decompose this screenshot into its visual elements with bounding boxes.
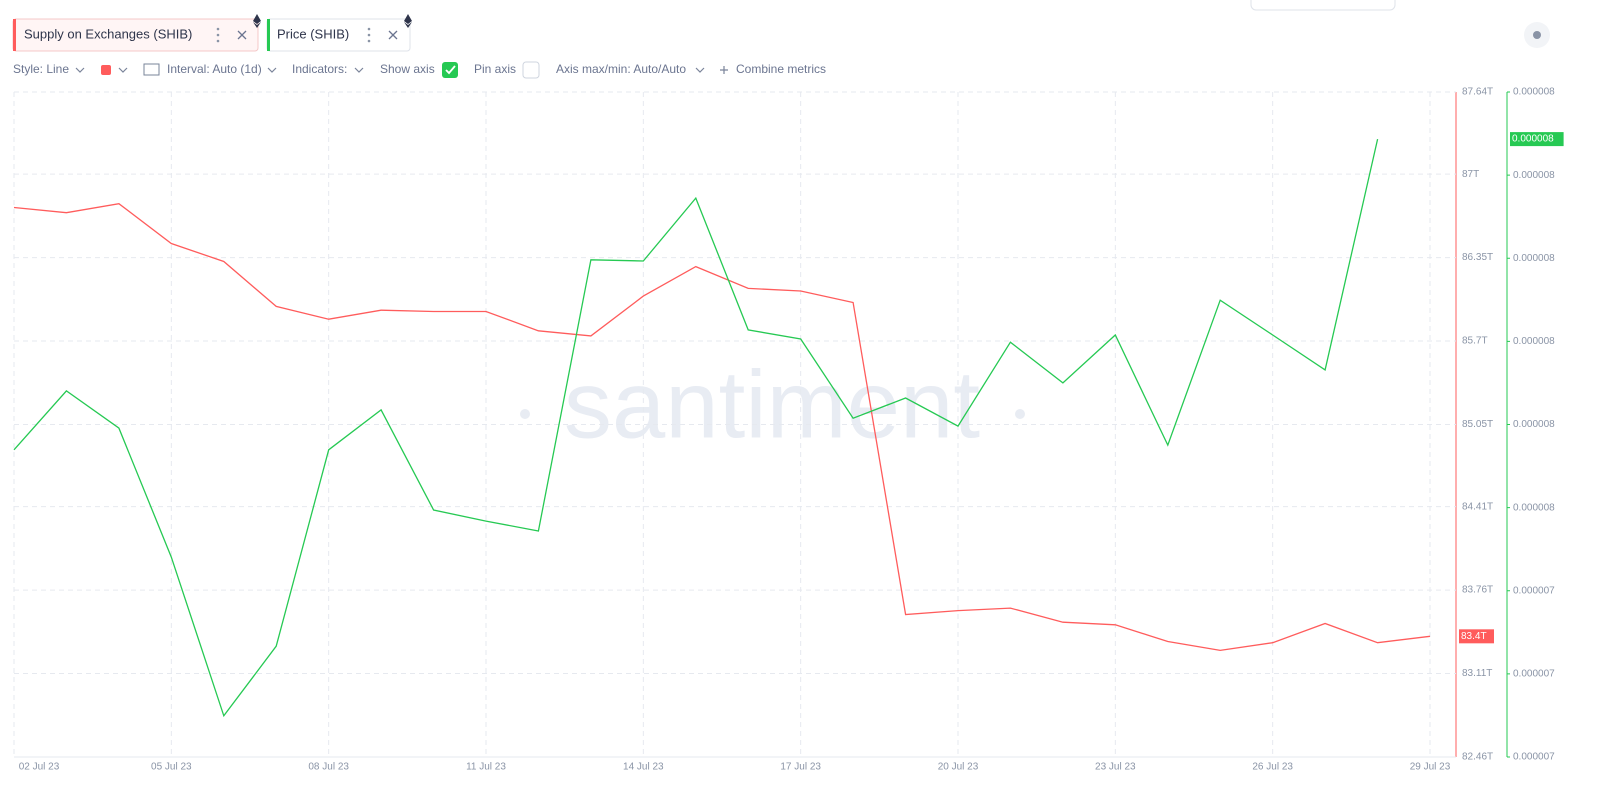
settings-dot [1533, 31, 1541, 39]
pin-axis-label: Pin axis [474, 62, 516, 76]
color-select[interactable] [101, 65, 111, 75]
eth-icon [404, 14, 412, 28]
y-tick-label: 83.11T [1462, 668, 1492, 679]
tab[interactable]: Price (SHIB) [266, 14, 412, 52]
tab[interactable]: Supply on Exchanges (SHIB) [12, 14, 261, 52]
close-icon[interactable] [388, 30, 398, 40]
x-tick-label: 23 Jul 23 [1095, 762, 1136, 773]
y-tick-label: 83.76T [1462, 585, 1493, 596]
axis-range-select[interactable]: Axis max/min: Auto/Auto [556, 62, 686, 76]
combine-button[interactable]: Combine metrics [736, 62, 826, 76]
y-tick-label: 87.64T [1462, 87, 1493, 98]
y2-tick-label: 0.000008 [1513, 336, 1555, 347]
watermark-dot [520, 409, 530, 419]
y2-tick-label: 0.000008 [1513, 253, 1555, 264]
check-mark [445, 65, 456, 75]
x-tick-label: 11 Jul 23 [466, 762, 506, 773]
series-line [13, 203, 1431, 652]
y-tick-label: 84.41T [1462, 501, 1493, 512]
series-line [13, 138, 1379, 718]
x-tick-label: 14 Jul 23 [623, 762, 664, 773]
show-axis-label: Show axis [380, 62, 435, 76]
y2-tick-label: 0.000008 [1513, 170, 1555, 181]
interval-select[interactable]: Interval: Auto (1d) [167, 62, 262, 76]
last-value-box [1510, 132, 1564, 147]
chevron [118, 67, 128, 73]
chevron [75, 67, 85, 73]
y2-tick-label: 0.000008 [1513, 87, 1555, 98]
y2-tick-label: 0.000008 [1513, 419, 1555, 430]
last-value-box [1459, 629, 1494, 644]
interval-icon [143, 63, 160, 76]
x-tick-label: 02 Jul 23 [19, 762, 60, 773]
x-tick-label: 17 Jul 23 [780, 762, 821, 773]
watermark: santiment [564, 351, 980, 458]
menu-icon[interactable] [216, 27, 220, 43]
plus-icon [720, 66, 728, 74]
y-tick-label: 85.05T [1462, 419, 1493, 430]
chevron [267, 67, 277, 73]
eth-icon [253, 14, 261, 28]
x-tick-label: 08 Jul 23 [308, 762, 349, 773]
search-box[interactable] [1250, 0, 1396, 11]
y2-tick-label: 0.000007 [1513, 585, 1555, 596]
last-value-label: 0.000008 [1512, 134, 1554, 145]
y2-tick-label: 0.000008 [1513, 502, 1555, 513]
x-tick-label: 26 Jul 23 [1252, 762, 1293, 773]
x-tick-label: 05 Jul 23 [151, 762, 192, 773]
x-tick-label: 20 Jul 23 [938, 762, 979, 773]
tab-accent [13, 19, 16, 51]
close-icon[interactable] [237, 30, 247, 40]
y-tick-label: 82.46T [1462, 752, 1493, 763]
chevron [354, 67, 364, 73]
y-tick-label: 86.35T [1462, 252, 1493, 263]
pin-axis-checkbox[interactable] [522, 61, 540, 79]
y-tick-label: 85.7T [1462, 336, 1488, 347]
tab-accent [267, 19, 270, 51]
indicators-select[interactable]: Indicators: [292, 62, 347, 76]
chevron [695, 67, 705, 73]
y-tick-label: 87T [1462, 169, 1479, 180]
tab-label: Price (SHIB) [277, 26, 349, 41]
y2-tick-label: 0.000007 [1513, 752, 1555, 763]
y2-tick-label: 0.000007 [1513, 669, 1555, 680]
tab-label: Supply on Exchanges (SHIB) [24, 26, 192, 41]
menu-icon[interactable] [367, 27, 371, 43]
x-tick-label: 29 Jul 23 [1410, 762, 1451, 773]
style-select[interactable]: Style: Line [13, 62, 69, 76]
last-value-label: 83.4T [1461, 631, 1487, 642]
show-axis-checkbox[interactable] [442, 62, 458, 78]
watermark-dot [1015, 409, 1025, 419]
